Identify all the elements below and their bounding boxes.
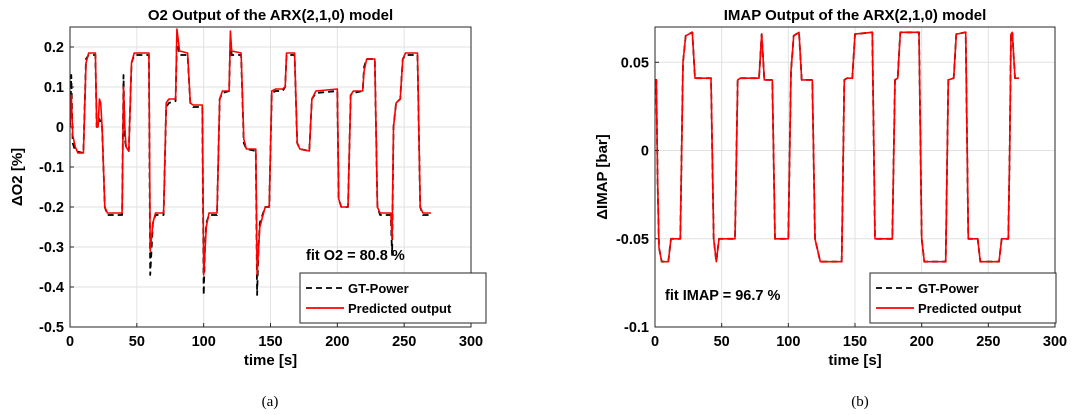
legend: GT-Power Predicted output (299, 272, 487, 324)
legend-label: Predicted output (918, 301, 1022, 316)
series-line-predicted-output (655, 31, 1019, 263)
legend-label: GT-Power (918, 281, 979, 296)
y-tick-label: -0.3 (39, 240, 64, 256)
y-tick-label: 0.2 (44, 40, 64, 56)
x-tick-label: 150 (258, 334, 282, 350)
x-axis-label: time [s] (828, 352, 881, 369)
x-tick-label: 50 (129, 334, 145, 350)
y-tick-label: 0.05 (621, 55, 649, 71)
figure-caption: (a) (262, 394, 279, 410)
x-tick-label: 150 (843, 334, 867, 350)
chart-title: IMAP Output of the ARX(2,1,0) model (724, 7, 987, 24)
y-tick-label: -0.1 (624, 320, 649, 336)
x-tick-label: 300 (459, 334, 483, 350)
legend: GT-Power Predicted output (869, 272, 1057, 324)
fit-annotation: fit O2 = 80.8 % (306, 248, 405, 264)
chart-title: O2 Output of the ARX(2,1,0) model (148, 7, 393, 24)
y-tick-label: 0.1 (44, 80, 64, 96)
axes-box (654, 26, 1056, 328)
x-axis-label: time [s] (244, 352, 297, 369)
chart-2: 0 50 100 150 200 250 300 -0.1 -0.05 0 0.05 IMAP Out… (594, 7, 1067, 410)
x-tick-label: 50 (714, 334, 730, 350)
y-tick-label: -0.2 (39, 200, 64, 216)
x-tick-label: 100 (776, 334, 800, 350)
fit-annotation: fit IMAP = 96.7 % (665, 288, 780, 304)
y-tick-label: -0.5 (39, 320, 64, 336)
y-tick-label: -0.1 (39, 160, 64, 176)
chart-1: 0 50 100 150 200 250 300 -0.5 -0.4 -0.3 -0.2 -0.1 0 0… (9, 7, 487, 410)
series-line-predicted-output (70, 28, 431, 276)
y-tick-label: -0.05 (616, 232, 649, 248)
y-tick-label: -0.4 (39, 280, 64, 296)
y-axis-label: ΔO2 [%] (9, 148, 26, 206)
y-tick-label: 0 (641, 144, 649, 160)
x-tick-label: 100 (192, 334, 216, 350)
x-tick-label: 300 (1043, 334, 1067, 350)
x-tick-label: 0 (651, 334, 659, 350)
y-axis-label: ΔIMAP [bar] (594, 134, 611, 220)
legend-box (299, 272, 487, 324)
x-tick-label: 200 (910, 334, 934, 350)
x-tick-label: 0 (66, 334, 74, 350)
x-tick-label: 250 (392, 334, 416, 350)
x-tick-label: 250 (976, 334, 1000, 350)
legend-box (869, 272, 1057, 324)
x-tick-label: 200 (325, 334, 349, 350)
axes-box (69, 26, 472, 328)
figure-caption: (b) (851, 394, 869, 410)
legend-label: GT-Power (348, 281, 409, 296)
y-tick-label: 0 (56, 120, 64, 136)
legend-label: Predicted output (348, 301, 452, 316)
